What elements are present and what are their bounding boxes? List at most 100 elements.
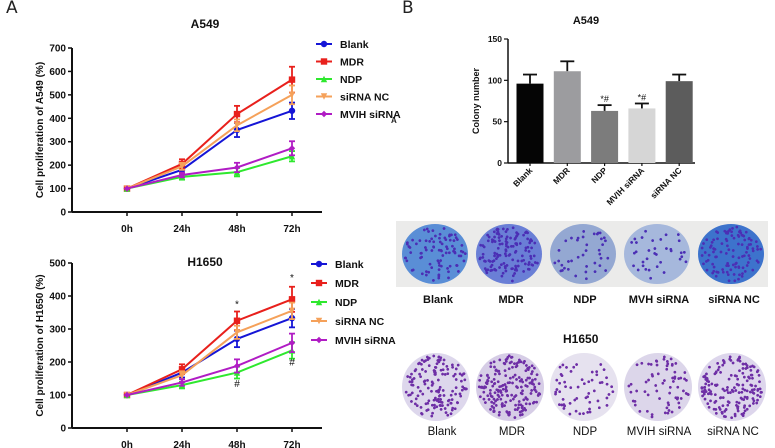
data-point — [123, 185, 131, 192]
x-tick-label: NDP — [589, 165, 609, 185]
data-point — [320, 93, 328, 100]
colony-plate — [476, 353, 544, 421]
panel-label-b: B — [402, 0, 414, 18]
data-point — [178, 372, 186, 379]
data-point — [288, 296, 296, 303]
legend-item — [316, 110, 332, 118]
series-mdr — [123, 285, 296, 399]
plate-label: Blank — [423, 294, 453, 306]
plate-label: MDR — [498, 294, 524, 306]
bar — [516, 83, 544, 163]
significance-marker: # — [289, 357, 295, 368]
data-point — [320, 40, 328, 48]
y-tick-label: 300 — [49, 137, 66, 148]
x-tick-label: siRNA NC — [648, 165, 683, 200]
significance-marker: * — [235, 300, 239, 311]
plate-label: MVH siRNA — [628, 294, 690, 306]
x-tick-label: 24h — [173, 440, 190, 448]
y-tick-label: 600 — [49, 67, 66, 78]
legend-label: MDR — [340, 57, 364, 69]
x-tick-label: 48h — [228, 440, 245, 448]
series-line — [126, 109, 293, 190]
series-line — [126, 93, 293, 190]
data-point — [315, 279, 323, 287]
series-line — [126, 309, 293, 396]
legend-item — [316, 75, 332, 83]
chart-title: A549 — [191, 17, 220, 31]
plate-label: MVIH siRNA — [626, 426, 692, 438]
y-tick-label: 400 — [49, 114, 66, 125]
y-tick-label: 700 — [49, 44, 66, 55]
data-point — [178, 163, 186, 170]
colony-plate — [476, 224, 542, 284]
plate-label: MDR — [498, 426, 526, 438]
y-tick-label: 200 — [49, 358, 66, 369]
series-line — [126, 147, 293, 190]
series-line — [126, 78, 293, 190]
legend-item — [316, 93, 332, 100]
y-axis-label: Colony number — [471, 68, 481, 134]
x-tick-label: MDR — [551, 165, 572, 186]
x-tick-label: 48h — [228, 224, 245, 235]
data-point — [233, 122, 241, 129]
plate-label: NDP — [573, 294, 597, 306]
series-line — [126, 298, 293, 396]
data-point — [320, 110, 328, 118]
data-point — [315, 336, 323, 344]
colony-plate — [402, 224, 468, 284]
significance-marker: *# — [638, 92, 647, 102]
x-tick-label: MVIH siRNA — [605, 165, 647, 207]
line-chart-h1650_line — [68, 260, 327, 432]
series-line — [126, 317, 293, 396]
legend-item — [316, 40, 332, 48]
colony-plate — [550, 353, 618, 421]
plate-label: siRNA NC — [708, 294, 760, 306]
legend-item — [316, 58, 332, 65]
line-chart-a549_line — [68, 40, 332, 216]
x-tick-label: 0h — [121, 440, 133, 448]
legend-label: Blank — [340, 39, 369, 51]
plate-label: NDP — [572, 426, 598, 438]
y-tick-label: 500 — [49, 259, 66, 270]
data-point — [233, 329, 241, 336]
data-point — [315, 260, 323, 268]
data-point — [288, 339, 296, 347]
colony-plate — [624, 353, 692, 421]
series-line — [126, 155, 293, 190]
data-point — [233, 317, 241, 324]
data-point — [288, 307, 296, 315]
series-sirna-nc — [123, 84, 296, 192]
x-tick-label: Blank — [511, 165, 535, 189]
legend-label: MVIH siRNA — [340, 109, 401, 121]
legend-label: Blank — [335, 259, 364, 271]
y-tick-label: 100 — [49, 184, 66, 195]
series-mvih-sirna — [123, 140, 296, 192]
x-tick-label: 0h — [121, 224, 133, 235]
legend-label: NDP — [335, 297, 357, 309]
y-tick-label: 100 — [49, 391, 66, 402]
y-tick-label: 0 — [60, 424, 66, 435]
x-tick-label: 72h — [283, 440, 300, 448]
a549-colony-images — [396, 221, 768, 287]
data-point — [315, 298, 323, 306]
data-point — [123, 391, 131, 399]
data-point — [315, 317, 323, 325]
series-mvih-sirna — [123, 332, 296, 399]
data-point — [288, 107, 296, 114]
significance-marker: * — [290, 273, 294, 284]
y-axis-label: Cell proliferation of H1650 (%) — [35, 274, 46, 416]
y-tick-label: 50 — [493, 117, 503, 127]
stray-label: A — [391, 116, 397, 125]
data-point — [288, 145, 296, 152]
legend-label: siRNA NC — [335, 316, 385, 328]
x-tick-label: 24h — [173, 224, 190, 235]
data-point — [288, 91, 296, 99]
plate-label: siRNA NC — [707, 426, 759, 438]
data-point — [320, 75, 328, 83]
data-point — [233, 110, 241, 118]
data-point — [178, 366, 186, 373]
data-point — [233, 362, 241, 370]
h1650-images-title: H1650 — [563, 332, 599, 346]
h1650-colony-images — [396, 350, 768, 425]
